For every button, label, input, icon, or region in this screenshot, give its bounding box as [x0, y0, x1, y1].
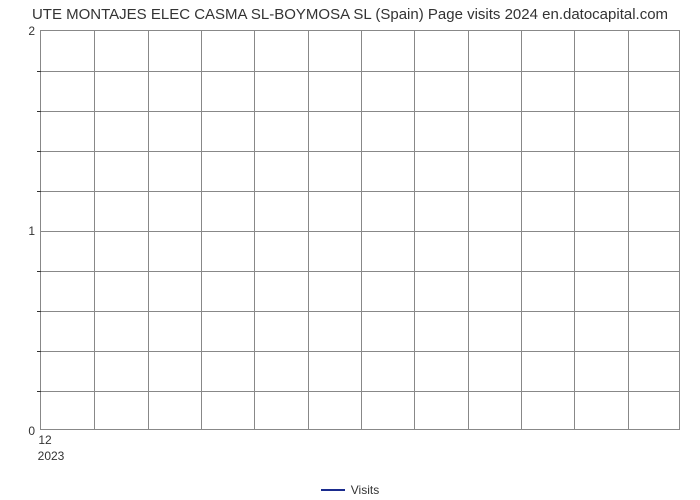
y-axis-minor-tick: [37, 151, 41, 152]
y-axis-tick-label: 2: [28, 24, 35, 38]
x-axis-group-label: 2023: [38, 449, 65, 463]
y-axis-minor-tick: [37, 111, 41, 112]
chart-plot-area: 012122023: [40, 30, 680, 430]
y-axis-minor-tick: [37, 311, 41, 312]
gridline-vertical: [308, 31, 309, 429]
gridline-vertical: [94, 31, 95, 429]
gridline-vertical: [574, 31, 575, 429]
gridline-horizontal: [41, 271, 679, 272]
gridline-vertical: [201, 31, 202, 429]
chart-title: UTE MONTAJES ELEC CASMA SL-BOYMOSA SL (S…: [0, 6, 700, 23]
gridline-horizontal: [41, 231, 679, 232]
gridline-horizontal: [41, 111, 679, 112]
y-axis-tick-label: 0: [28, 424, 35, 438]
y-axis-minor-tick: [37, 351, 41, 352]
legend-swatch: [321, 489, 345, 491]
gridline-vertical: [628, 31, 629, 429]
y-axis-tick-label: 1: [28, 224, 35, 238]
gridline-vertical: [148, 31, 149, 429]
gridline-horizontal: [41, 191, 679, 192]
gridline-horizontal: [41, 311, 679, 312]
y-axis-minor-tick: [37, 391, 41, 392]
x-axis-tick-label: 12: [38, 433, 51, 447]
gridline-vertical: [361, 31, 362, 429]
y-axis-minor-tick: [37, 191, 41, 192]
gridline-vertical: [414, 31, 415, 429]
gridline-vertical: [521, 31, 522, 429]
legend-label: Visits: [351, 483, 379, 497]
gridline-horizontal: [41, 391, 679, 392]
gridline-horizontal: [41, 151, 679, 152]
y-axis-minor-tick: [37, 271, 41, 272]
chart-legend: Visits: [0, 482, 700, 497]
y-axis-minor-tick: [37, 71, 41, 72]
gridline-vertical: [254, 31, 255, 429]
gridline-horizontal: [41, 71, 679, 72]
gridline-vertical: [468, 31, 469, 429]
gridline-horizontal: [41, 351, 679, 352]
